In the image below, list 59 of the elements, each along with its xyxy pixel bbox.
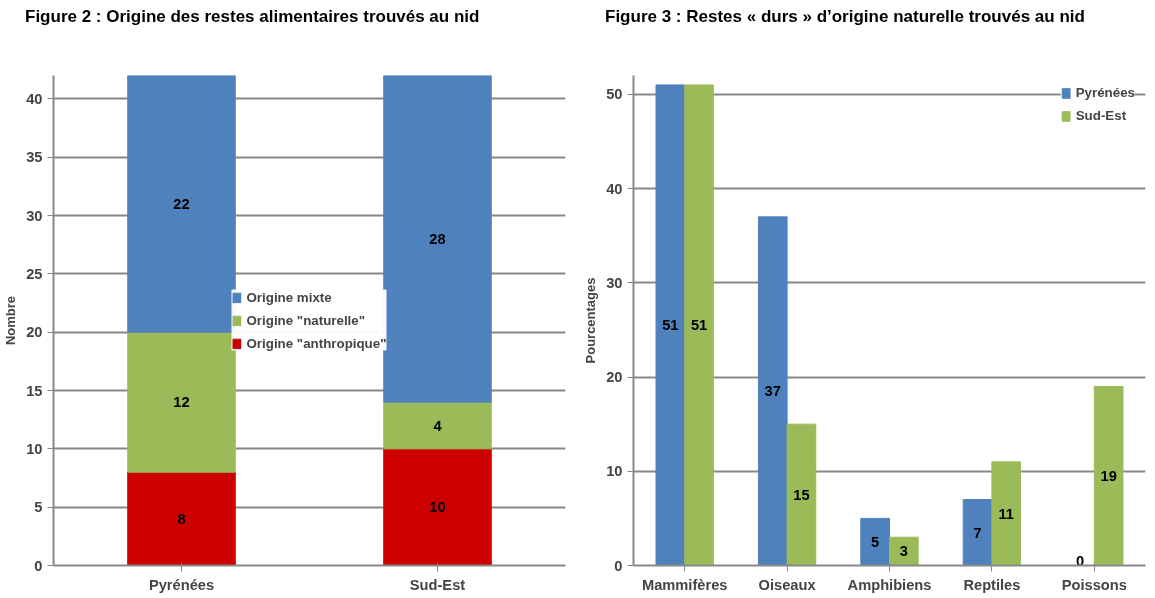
bar <box>1093 385 1124 566</box>
x-tick-label: Amphibiens <box>847 576 932 593</box>
bar <box>860 517 890 566</box>
y-tick-label: 20 <box>606 369 623 386</box>
y-axis-title: Nombre <box>3 295 19 346</box>
x-tick-label: Reptiles <box>963 576 1021 593</box>
y-tick-label: 5 <box>34 499 43 516</box>
y-tick-label: 35 <box>26 149 43 166</box>
chart-title: Figure 3 : Restes « durs » d’origine naturelle trouvés au nid <box>605 7 1085 26</box>
data-label: 11 <box>998 505 1014 522</box>
legend-label: Origine "naturelle" <box>246 312 366 328</box>
data-label: 51 <box>690 317 708 334</box>
bar <box>127 471 236 566</box>
y-tick-label: 10 <box>26 440 43 457</box>
y-tick-label: 15 <box>26 382 43 399</box>
bar <box>655 84 686 566</box>
y-tick-label: 40 <box>606 180 623 197</box>
data-label: 19 <box>1100 467 1117 484</box>
data-label: 15 <box>793 486 810 503</box>
y-tick-label: 30 <box>26 207 43 224</box>
data-label: 10 <box>429 499 446 516</box>
bar <box>991 461 1022 566</box>
y-tick-label: 20 <box>26 324 43 341</box>
bar <box>757 216 788 566</box>
data-label: 51 <box>662 317 679 334</box>
data-label: 28 <box>429 230 446 247</box>
bar <box>889 536 919 566</box>
bar <box>684 84 714 566</box>
data-label: 3 <box>899 543 908 560</box>
y-tick-label: 25 <box>26 265 43 282</box>
legend-label: Sud-Est <box>1075 108 1127 123</box>
bar <box>383 448 492 566</box>
legend-label: Pyrénées <box>1075 85 1135 100</box>
data-label: 5 <box>871 533 880 550</box>
x-tick-label: Pyrénées <box>148 576 215 593</box>
bar <box>383 401 492 450</box>
y-tick-label: 50 <box>606 86 623 103</box>
x-tick-label: Mammifères <box>641 576 728 593</box>
y-tick-label: 0 <box>34 557 43 574</box>
y-axis-title: Pourcentages <box>583 277 599 364</box>
y-tick-label: 10 <box>606 463 623 480</box>
legend-label: Origine "anthropique" <box>246 335 387 351</box>
data-label: 7 <box>973 524 982 541</box>
bar <box>127 331 236 473</box>
data-label: 22 <box>173 195 190 212</box>
chart-title: Figure 2 : Origine des restes alimentaires trouvés au nid <box>25 7 480 26</box>
x-tick-label: Oiseaux <box>758 576 817 593</box>
data-label: 8 <box>177 510 186 527</box>
data-label: 12 <box>173 394 190 411</box>
data-label: 37 <box>764 383 781 400</box>
x-tick-label: Sud-Est <box>409 576 466 593</box>
legend-label: Origine mixte <box>246 289 332 305</box>
data-label: 4 <box>433 417 443 434</box>
y-tick-label: 0 <box>614 557 623 574</box>
y-tick-label: 40 <box>26 90 43 107</box>
x-tick-label: Poissons <box>1061 576 1127 593</box>
bar <box>962 499 993 566</box>
y-tick-label: 30 <box>606 274 623 291</box>
bar <box>786 423 817 566</box>
